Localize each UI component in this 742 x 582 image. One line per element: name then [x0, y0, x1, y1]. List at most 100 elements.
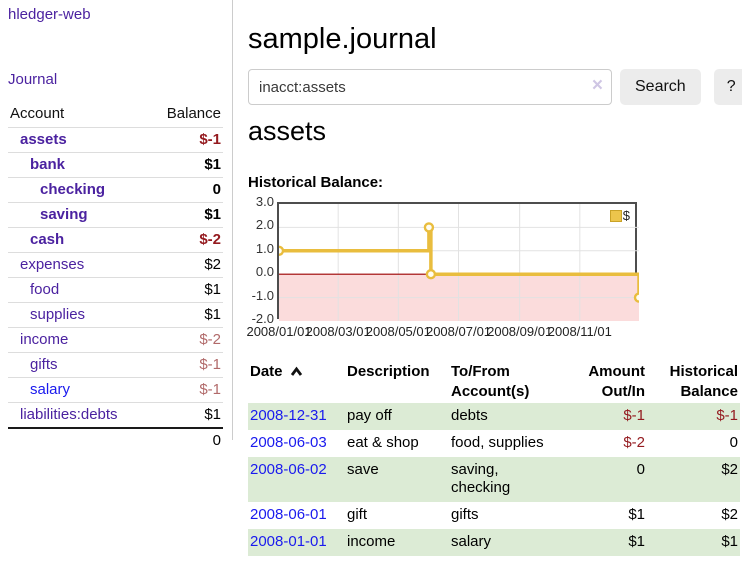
- account-balance: $-2: [148, 227, 223, 253]
- chart-legend: $: [607, 207, 632, 224]
- search-input-wrap: ×: [248, 69, 612, 105]
- register-table: Date Description To/From Account(s) Amou…: [248, 360, 740, 556]
- account-row: cash $-2: [8, 227, 223, 253]
- register-col-amount: Amount Out/In: [588, 363, 645, 400]
- register-amount: $-2: [623, 433, 645, 451]
- account-row: gifts $-1: [8, 352, 223, 378]
- register-header-row: Date Description To/From Account(s) Amou…: [248, 360, 740, 403]
- register-accounts: salary: [451, 532, 492, 550]
- account-link-liabilities-debts[interactable]: liabilities:debts: [20, 406, 118, 423]
- account-balance: $1: [148, 277, 223, 303]
- search-form: × Search ?: [248, 69, 742, 105]
- account-balance: $-1: [148, 127, 223, 153]
- sidebar-item-journal[interactable]: Journal: [8, 71, 58, 88]
- account-row: salary $-1: [8, 377, 223, 403]
- register-date-link[interactable]: 2008-06-02: [250, 460, 327, 478]
- accounts-header-row: Account Balance: [8, 103, 223, 128]
- account-cell: cash: [8, 227, 149, 253]
- register-accounts: gifts: [451, 506, 479, 523]
- register-date-link[interactable]: 2008-06-01: [250, 506, 327, 523]
- account-row: liabilities:debts $1: [8, 402, 223, 428]
- account-cell: salary: [8, 377, 149, 403]
- register-date-cell: 2008-06-02: [248, 457, 345, 503]
- clear-icon[interactable]: ×: [591, 75, 603, 96]
- legend-label: $: [622, 208, 630, 223]
- account-cell: saving: [8, 202, 149, 228]
- account-link-food[interactable]: food: [30, 281, 60, 298]
- account-link-gifts[interactable]: gifts: [30, 356, 58, 373]
- account-row: income $-2: [8, 327, 223, 353]
- account-cell: bank: [8, 152, 149, 178]
- account-link-saving[interactable]: saving: [40, 206, 88, 223]
- register-balance: 0: [729, 433, 738, 451]
- account-heading: assets: [248, 116, 327, 146]
- account-row: assets $-1: [8, 127, 223, 153]
- accounts-total-value: 0: [148, 427, 223, 453]
- account-cell: income: [8, 327, 149, 353]
- account-cell: expenses: [8, 252, 149, 278]
- account-balance: $1: [148, 302, 223, 328]
- register-amount: $1: [628, 506, 645, 523]
- register-balance: $2: [721, 506, 738, 523]
- account-cell: supplies: [8, 302, 149, 328]
- y-axis-label: -2.0: [251, 311, 274, 326]
- account-link-bank[interactable]: bank: [30, 156, 66, 173]
- main-content: sample.journal × Search ? assets Histori…: [246, 0, 742, 582]
- account-link-cash[interactable]: cash: [30, 231, 65, 248]
- account-row: saving $1: [8, 202, 223, 228]
- historical-balance-chart: $ 3.0 2.0 1.0 0.0 -1.0 -2.0 2008/01/01 2008/03/…: [246, 195, 742, 348]
- account-cell: assets: [8, 127, 149, 153]
- y-axis-label: 2.0: [255, 217, 274, 233]
- register-date-link[interactable]: 2008-12-31: [250, 407, 327, 424]
- account-cell: checking: [8, 177, 149, 203]
- account-link-assets[interactable]: assets: [20, 131, 67, 148]
- register-amount: $1: [628, 532, 645, 550]
- data-point-marker: [633, 292, 639, 303]
- register-col-date-label: Date: [250, 363, 283, 380]
- register-date-cell: 2008-01-01: [248, 529, 345, 556]
- page-title: sample.journal: [248, 23, 437, 56]
- register-col-description: Description: [347, 363, 430, 380]
- account-cell: food: [8, 277, 149, 303]
- register-row: 2008-01-01 income salary $1 $1: [248, 528, 740, 556]
- register-description: pay off: [347, 407, 392, 424]
- legend-swatch-icon: [609, 209, 622, 222]
- account-row: expenses $2: [8, 252, 223, 278]
- account-cell: gifts: [8, 352, 149, 378]
- account-link-income[interactable]: income: [20, 331, 69, 348]
- accounts-total-spacer: [8, 427, 149, 453]
- sidebar: hledger-web Journal Account Balance asse…: [0, 0, 233, 453]
- register-date-link[interactable]: 2008-01-01: [250, 532, 327, 550]
- search-input[interactable]: [248, 69, 612, 105]
- register-col-date[interactable]: Date: [248, 360, 345, 403]
- register-row: 2008-12-31 pay off debts $-1 $-1: [248, 403, 740, 430]
- account-balance: $1: [148, 202, 223, 228]
- account-row: checking 0: [8, 177, 223, 203]
- register-balance: $1: [721, 532, 738, 550]
- account-link-salary[interactable]: salary: [30, 381, 71, 398]
- accounts-total-row: 0: [8, 427, 223, 453]
- register-accounts: food, supplies: [451, 433, 544, 451]
- account-row: food $1: [8, 277, 223, 303]
- account-balance: $-1: [148, 352, 223, 378]
- register-balance: $-1: [716, 407, 738, 424]
- help-button[interactable]: ?: [713, 69, 742, 105]
- accounts-col-balance: Balance: [166, 105, 221, 122]
- account-link-expenses[interactable]: expenses: [20, 256, 85, 273]
- data-point-marker: [425, 268, 437, 280]
- account-balance: $-2: [148, 327, 223, 353]
- register-date-link[interactable]: 2008-06-03: [250, 433, 327, 451]
- register-description: gift: [347, 506, 368, 523]
- account-balance: $2: [148, 252, 223, 278]
- search-button[interactable]: Search: [620, 69, 701, 105]
- account-link-supplies[interactable]: supplies: [30, 306, 86, 323]
- account-balance: $1: [148, 152, 223, 178]
- balance-chart-svg: [279, 204, 639, 321]
- app-title-link[interactable]: hledger-web: [8, 6, 91, 23]
- register-col-balance: Historical Balance: [669, 363, 738, 400]
- account-balance: $1: [148, 402, 223, 428]
- account-link-checking[interactable]: checking: [40, 181, 106, 198]
- account-row: bank $1: [8, 152, 223, 178]
- x-axis-label: 2008/05/01: [365, 324, 431, 339]
- register-col-accounts: To/From Account(s): [451, 363, 530, 400]
